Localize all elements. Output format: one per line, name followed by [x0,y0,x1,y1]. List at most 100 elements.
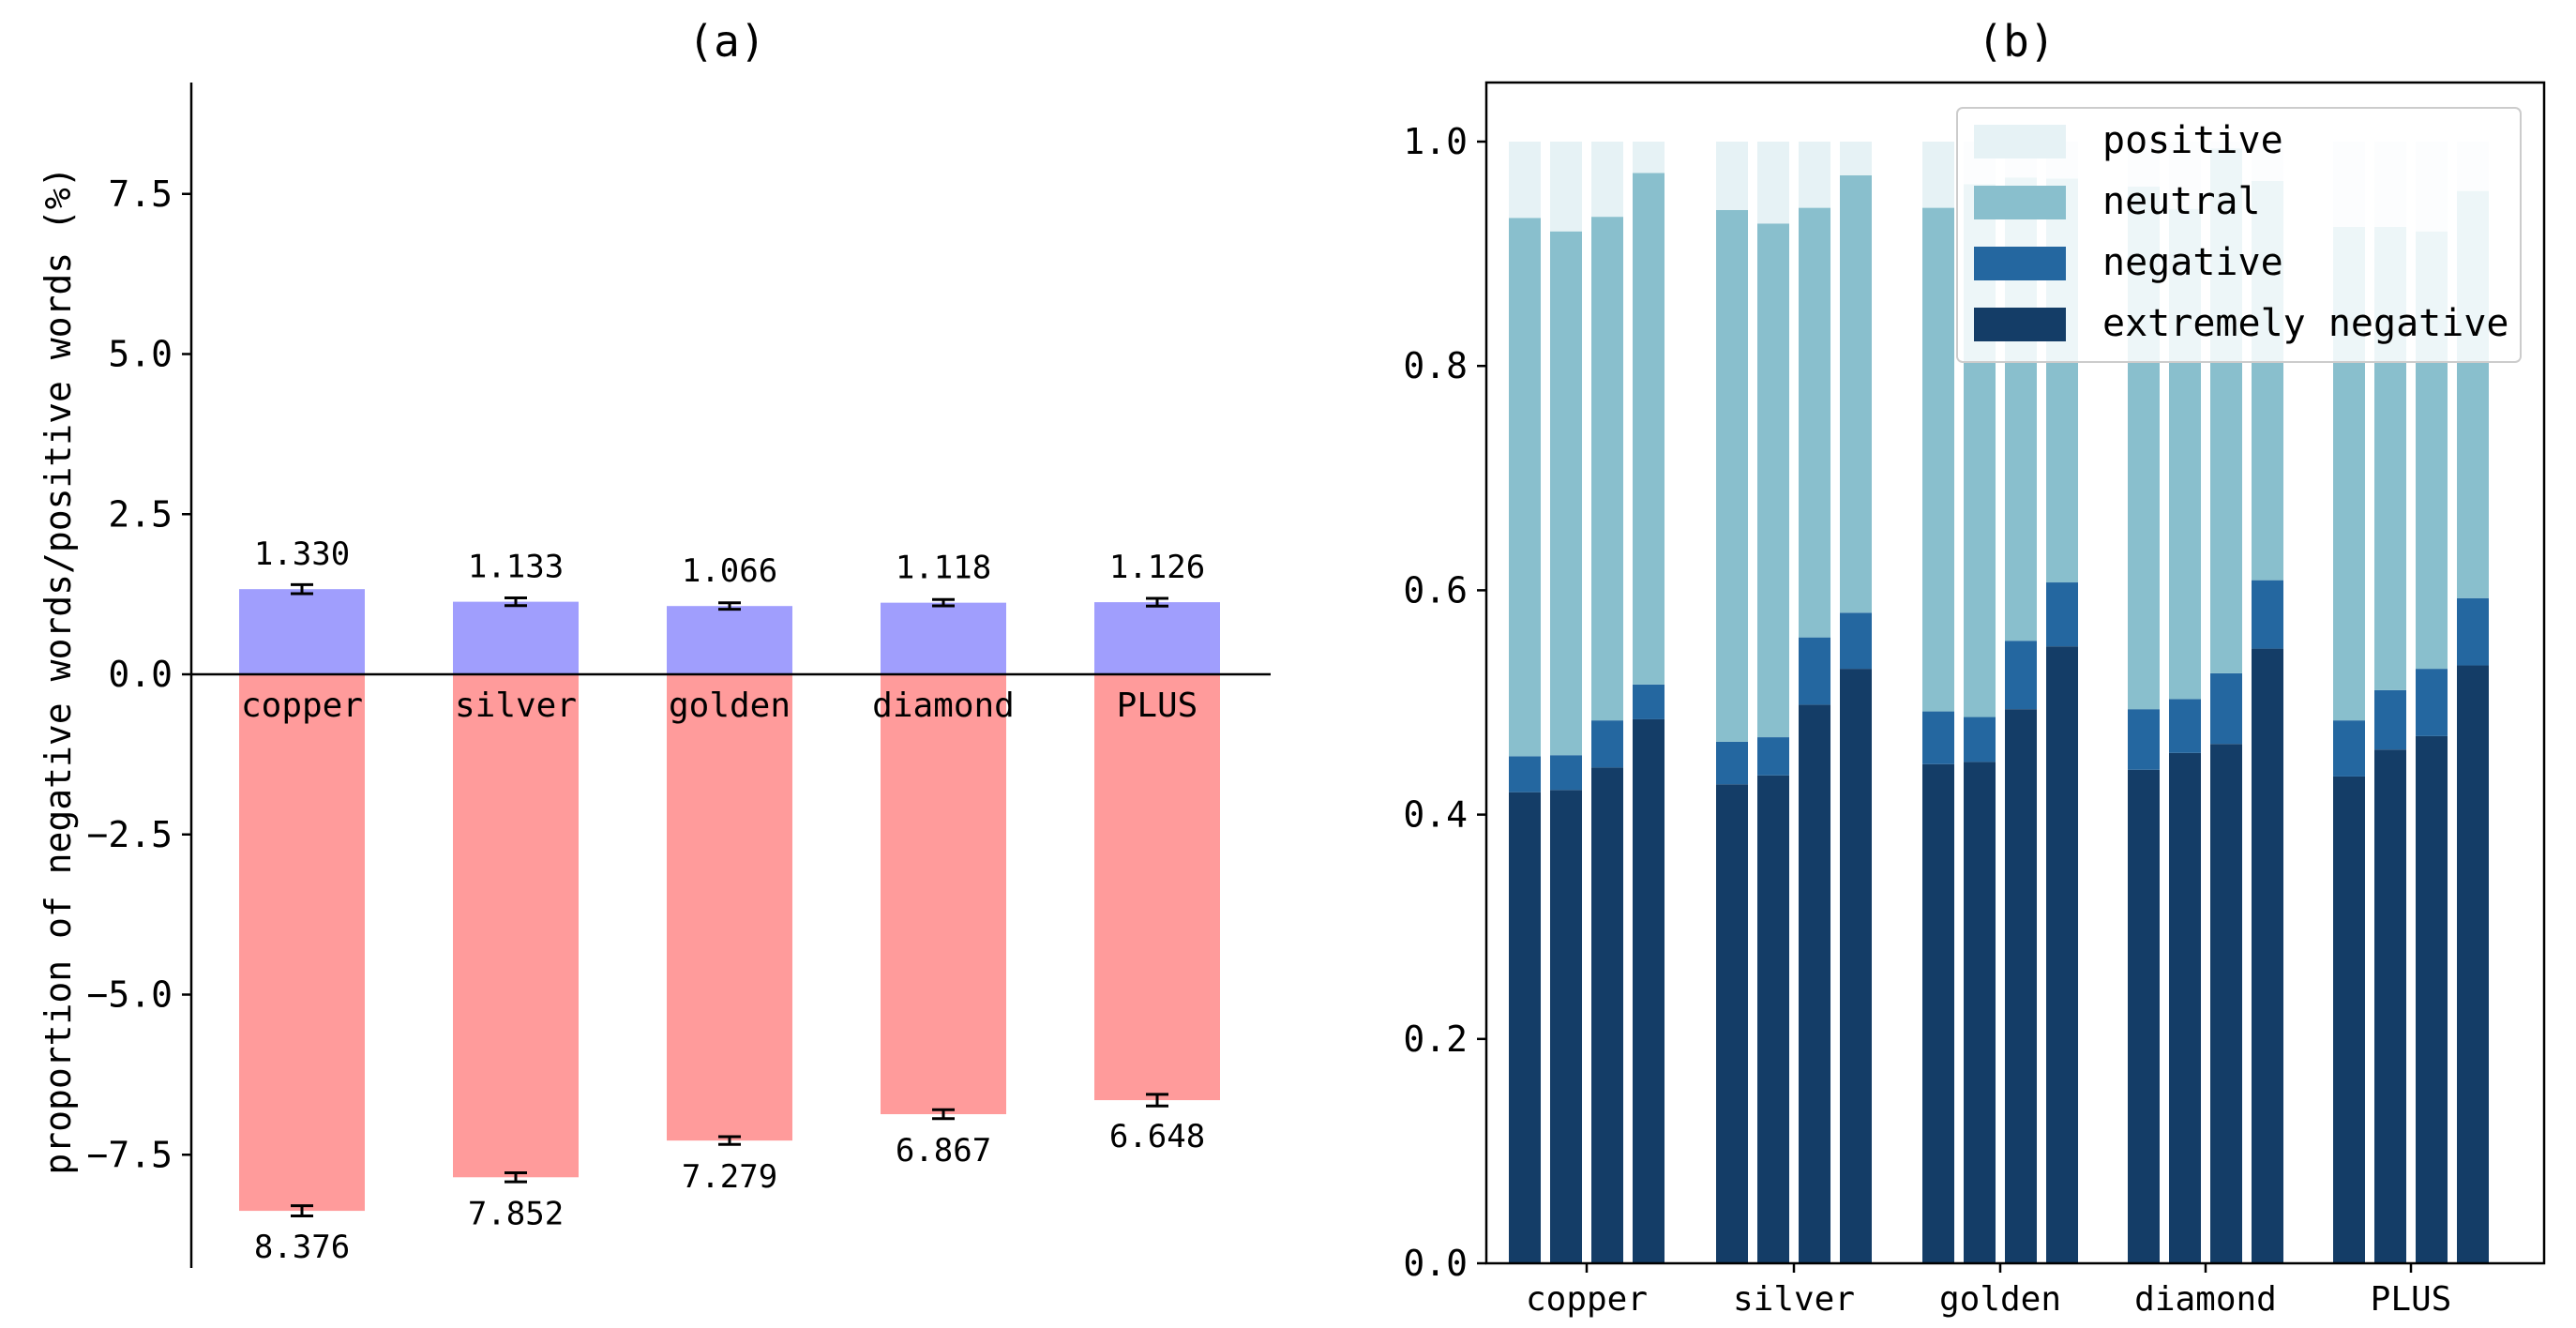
bar-negative-silver [453,674,579,1178]
bar-segment-negative-PLUS-1 [2333,720,2365,777]
bar-segment-negative-silver-4 [1840,612,1872,670]
panel-b: (b) copper silver golden diamond PLUS 0.0 0.2 0… [1403,16,2546,1319]
bar-segment-extremely-negative-copper-4 [1633,718,1665,1263]
x-tick-label-diamond: diamond [2134,1280,2277,1319]
data-label-negative-diamond: 6.867 [896,1132,991,1170]
bar-segment-neutral-golden-1 [1922,207,1954,712]
bar-segment-negative-PLUS-2 [2374,689,2406,750]
y-tick-label: 0.2 [1403,1019,1468,1060]
data-label-negative-PLUS: 6.648 [1109,1118,1205,1155]
bar-segment-neutral-silver-4 [1840,174,1872,613]
data-label-positive-silver: 1.133 [468,549,564,586]
bar-segment-negative-golden-2 [1964,717,1996,762]
bar-segment-neutral-silver-2 [1757,223,1789,738]
bar-segment-extremely-negative-diamond-2 [2169,752,2201,1263]
bar-positive-silver [453,601,579,674]
panel-a-ylabel: proportion of negative words/positive wo… [38,166,79,1174]
data-label-negative-golden: 7.279 [682,1158,777,1196]
data-label-positive-copper: 1.330 [254,536,350,573]
bar-segment-neutral-silver-1 [1716,209,1748,742]
bar-segment-negative-diamond-4 [2252,580,2283,649]
bar-segment-extremely-negative-PLUS-1 [2333,776,2365,1263]
bar-segment-neutral-copper-4 [1633,173,1665,685]
bar-segment-extremely-negative-golden-4 [2046,646,2078,1263]
bar-positive-copper [239,589,365,674]
bar-segment-extremely-negative-PLUS-2 [2374,749,2406,1263]
bar-segment-negative-diamond-2 [2169,699,2201,753]
category-label-diamond: diamond [872,687,1015,725]
y-tick-label: 7.5 [108,174,173,215]
bar-segment-negative-golden-3 [2005,641,2037,710]
bar-segment-extremely-negative-diamond-4 [2252,648,2283,1263]
bar-segment-neutral-copper-3 [1591,217,1623,721]
bar-segment-negative-diamond-1 [2128,709,2160,770]
x-tick-label-copper: copper [1526,1280,1648,1319]
legend-swatch-negative [1974,247,2066,280]
bar-segment-negative-diamond-3 [2210,672,2242,745]
bar-segment-extremely-negative-copper-2 [1550,790,1582,1263]
bar-negative-copper [239,674,365,1212]
legend-swatch-positive [1974,125,2066,158]
bar-segment-extremely-negative-silver-2 [1757,775,1789,1263]
bar-segment-negative-copper-4 [1633,684,1665,719]
bar-negative-golden [667,674,792,1141]
bar-segment-extremely-negative-diamond-3 [2210,744,2242,1263]
y-tick-label: 0.0 [108,654,173,695]
bar-segment-extremely-negative-golden-3 [2005,709,2037,1263]
data-label-negative-copper: 8.376 [254,1229,350,1266]
bar-segment-positive-copper-4 [1633,142,1665,174]
bar-segment-negative-silver-1 [1716,741,1748,785]
bar-segment-negative-copper-1 [1509,756,1541,792]
y-tick-label: 5.0 [108,334,173,375]
legend: positive neutral negative extremely negativ… [1956,107,2522,363]
bar-segment-negative-copper-2 [1550,755,1582,791]
bar-segment-extremely-negative-golden-2 [1964,762,1996,1263]
panel-b-axes: copper silver golden diamond PLUS 0.0 0.2 0.4 0.… [1403,81,2546,1319]
bar-segment-negative-silver-3 [1799,637,1830,705]
category-label-PLUS: PLUS [1117,687,1198,725]
bar-segment-negative-PLUS-4 [2457,597,2489,666]
bar-segment-extremely-negative-silver-1 [1716,784,1748,1263]
x-tick-label-silver: silver [1733,1280,1855,1319]
bar-negative-diamond [881,674,1006,1115]
panel-b-title: (b) [1977,16,2055,67]
bar-segment-negative-golden-1 [1922,711,1954,764]
bar-segment-negative-silver-2 [1757,737,1789,776]
bar-negative-PLUS [1094,674,1220,1101]
y-tick-label: 0.4 [1403,794,1468,836]
legend-label-negative: negative [2102,241,2283,284]
legend-swatch-neutral [1974,186,2066,219]
bar-segment-extremely-negative-PLUS-4 [2457,665,2489,1263]
bar-segment-positive-silver-2 [1757,142,1789,224]
category-label-copper: copper [241,687,363,725]
y-tick-label: 0.8 [1403,345,1468,386]
panel-a: (a) proportion of negative words/positiv… [38,16,1271,1268]
category-label-golden: golden [669,687,791,725]
bar-segment-positive-silver-1 [1716,142,1748,210]
y-tick-label: −2.5 [86,814,173,855]
bar-segment-positive-copper-3 [1591,142,1623,218]
bar-segment-extremely-negative-golden-1 [1922,763,1954,1263]
bar-segment-positive-copper-2 [1550,142,1582,232]
legend-label-positive: positive [2102,119,2283,162]
y-tick-label: 1.0 [1403,121,1468,162]
y-tick-label: 2.5 [108,493,173,535]
y-tick-label: −7.5 [86,1134,173,1175]
category-label-silver: silver [455,687,577,725]
data-label-positive-diamond: 1.118 [896,550,991,587]
y-tick-label: −5.0 [86,974,173,1016]
panel-a-bars: 1.330 8.376 copper 1.133 7.852 silver 1.066 7.2… [239,536,1220,1266]
data-label-positive-PLUS: 1.126 [1109,549,1205,586]
legend-label-extremely-negative: extremely negative [2102,302,2508,345]
bar-segment-neutral-silver-3 [1799,207,1830,638]
panel-a-title: (a) [687,16,765,67]
bar-segment-extremely-negative-PLUS-3 [2416,735,2448,1263]
bar-segment-positive-copper-1 [1509,142,1541,219]
legend-box [1956,107,2522,363]
bar-segment-positive-golden-1 [1922,142,1954,208]
legend-swatch-extremely-negative [1974,308,2066,341]
bar-segment-extremely-negative-silver-4 [1840,669,1872,1263]
plot-frame [1484,81,2546,1265]
data-label-positive-golden: 1.066 [682,552,777,590]
